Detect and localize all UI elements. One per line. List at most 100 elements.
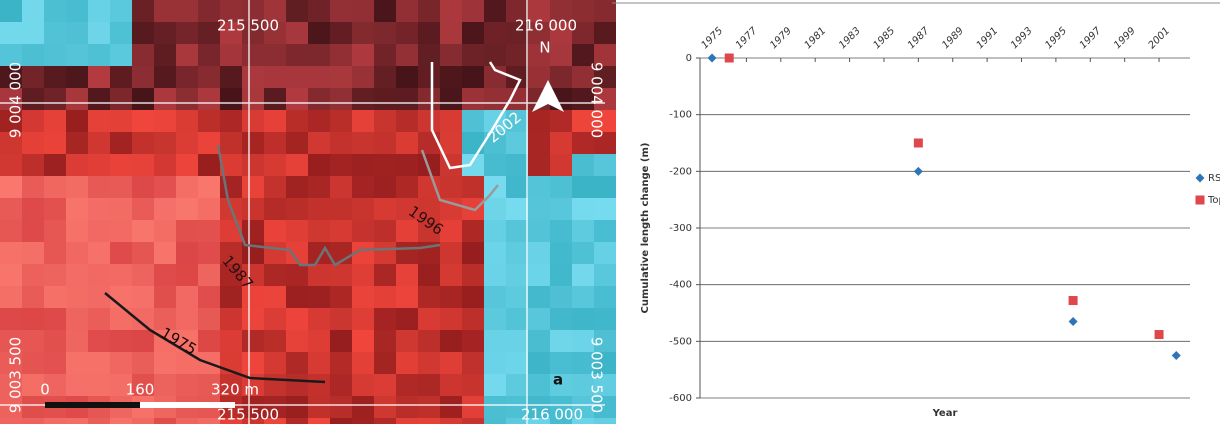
legend-marker [1195,173,1205,183]
image-pixel [198,242,220,264]
image-pixel [132,308,154,330]
image-pixel [418,374,440,396]
image-pixel [88,198,110,220]
image-pixel [286,396,308,418]
image-pixel [352,242,374,264]
image-pixel [66,198,88,220]
image-pixel [506,132,528,154]
image-pixel [374,286,396,308]
image-pixel [484,220,506,242]
image-pixel [286,154,308,176]
image-pixel [198,110,220,132]
image-pixel [176,44,198,66]
image-pixel [352,220,374,242]
image-pixel [396,220,418,242]
image-pixel [572,198,594,220]
image-pixel [352,88,374,110]
image-pixel [440,88,462,110]
data-point [913,166,923,176]
image-pixel [286,132,308,154]
image-pixel [66,308,88,330]
image-pixel [286,88,308,110]
image-pixel [418,352,440,374]
image-pixel [264,66,286,88]
image-pixel [66,154,88,176]
image-pixel [176,22,198,44]
image-pixel [572,66,594,88]
image-pixel [550,374,572,396]
image-pixel [22,418,44,424]
image-pixel [440,22,462,44]
image-pixel [594,154,616,176]
image-pixel [572,154,594,176]
image-pixel [506,66,528,88]
image-pixel [374,88,396,110]
image-pixel [462,396,484,418]
image-pixel [286,198,308,220]
image-pixel [308,66,330,88]
image-pixel [22,374,44,396]
image-pixel [264,308,286,330]
image-pixel [528,132,550,154]
image-pixel [572,352,594,374]
image-pixel [396,352,418,374]
image-pixel [88,220,110,242]
image-pixel [506,330,528,352]
panel-label: a [553,371,563,389]
image-pixel [0,418,22,424]
image-pixel [66,220,88,242]
image-pixel [528,154,550,176]
image-pixel [352,44,374,66]
image-pixel [286,242,308,264]
image-pixel [242,176,264,198]
image-pixel [484,44,506,66]
image-pixel [418,66,440,88]
image-pixel [374,0,396,22]
x-tick-label: 1999 [1112,25,1138,51]
y-tick-label: -600 [669,393,692,404]
image-pixel [484,418,506,424]
x-tick-label: 1985 [871,25,897,51]
image-pixel [110,198,132,220]
image-pixel [22,220,44,242]
image-pixel [0,242,22,264]
image-pixel [330,198,352,220]
image-pixel [396,154,418,176]
image-pixel [132,0,154,22]
image-pixel [528,44,550,66]
image-pixel [440,418,462,424]
image-pixel [594,242,616,264]
image-pixel [154,88,176,110]
image-pixel [594,330,616,352]
image-pixel [418,110,440,132]
image-pixel [506,0,528,22]
image-pixel [440,374,462,396]
image-pixel [220,22,242,44]
image-pixel [198,154,220,176]
image-pixel [110,44,132,66]
image-pixel [264,22,286,44]
image-pixel [550,330,572,352]
image-pixel [22,110,44,132]
image-pixel [66,44,88,66]
chart-panel: Cumulative length change (m) Year 0 -100 -… [612,2,1220,419]
image-pixel [506,396,528,418]
image-pixel [242,22,264,44]
data-point [1068,296,1078,306]
image-pixel [396,308,418,330]
image-pixel [110,242,132,264]
image-pixel [176,110,198,132]
image-pixel [44,110,66,132]
data-point [913,138,923,148]
image-pixel [220,88,242,110]
image-pixel [22,132,44,154]
image-pixel [352,154,374,176]
image-pixel [506,352,528,374]
image-pixel [484,330,506,352]
image-pixel [66,176,88,198]
image-pixel [528,66,550,88]
image-pixel [0,154,22,176]
image-pixel [22,198,44,220]
image-pixel [286,66,308,88]
image-pixel [154,352,176,374]
